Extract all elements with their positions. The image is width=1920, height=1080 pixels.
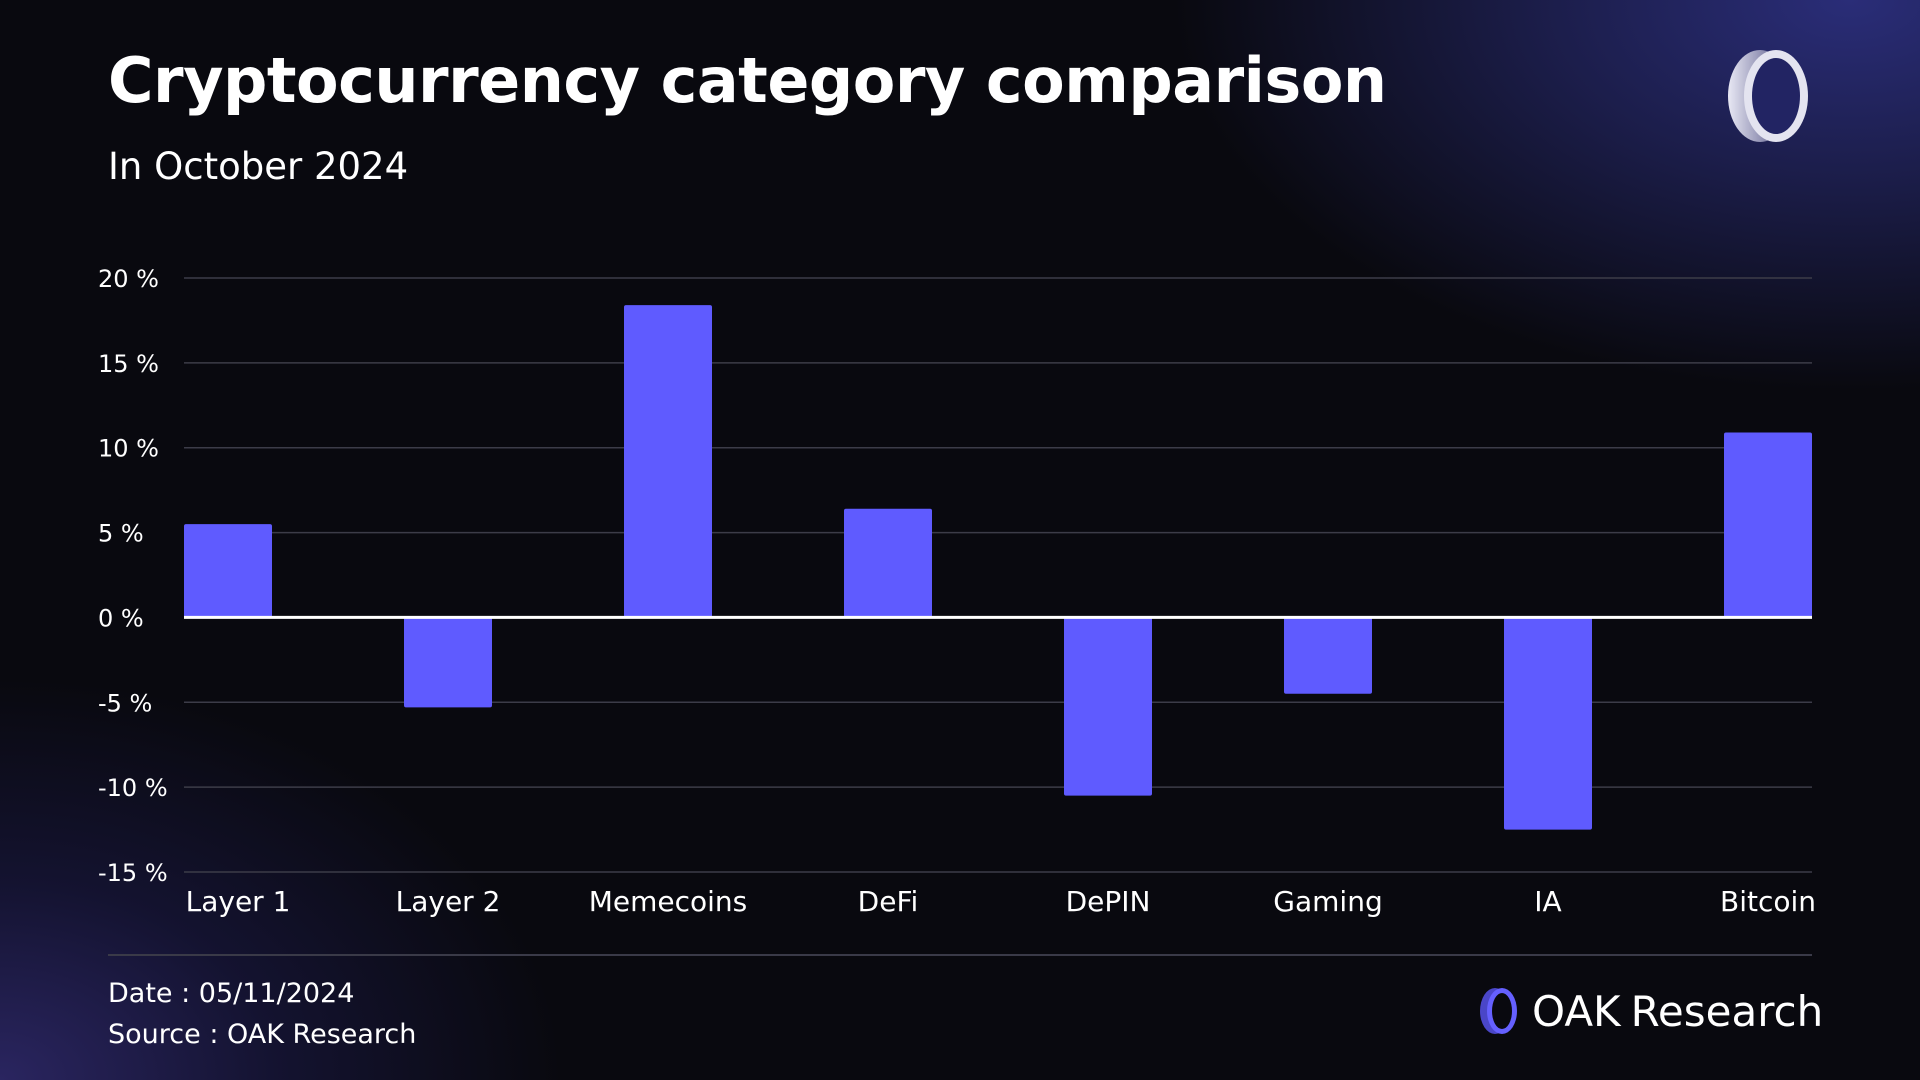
bar-layer-1	[184, 524, 272, 618]
brand-name: OAK Research	[1532, 987, 1823, 1036]
y-tick-label: 15 %	[98, 350, 159, 378]
brand-strong: OAK	[1532, 986, 1621, 1036]
brand-logo: OAK Research	[1478, 986, 1823, 1036]
footer-divider	[108, 954, 1812, 956]
y-tick-label: 5 %	[98, 520, 144, 548]
x-tick-label: Layer 1	[186, 885, 291, 918]
y-tick-label: -10 %	[98, 774, 168, 802]
bar-memecoins	[624, 305, 712, 618]
x-tick-label: IA	[1534, 885, 1561, 918]
x-tick-label: DeFi	[858, 885, 919, 918]
date-label: Date : 05/11/2024	[108, 978, 355, 1009]
y-tick-label: 20 %	[98, 265, 159, 293]
source-label: Source : OAK Research	[108, 1019, 417, 1050]
y-tick-label: 0 %	[98, 604, 144, 632]
x-tick-label: Gaming	[1273, 885, 1382, 918]
x-tick-label: Memecoins	[589, 885, 748, 918]
bar-depin	[1064, 617, 1152, 796]
bar-defi	[844, 508, 932, 618]
chart-subtitle: In October 2024	[108, 145, 409, 188]
x-tick-label: DePIN	[1066, 885, 1151, 918]
chart-title: Cryptocurrency category comparison	[108, 44, 1387, 117]
y-tick-label: 10 %	[98, 435, 159, 463]
oak-ring-icon	[1480, 988, 1517, 1034]
bar-gaming	[1284, 617, 1372, 694]
brand-rest: Research	[1630, 986, 1824, 1036]
bar-layer-2	[404, 617, 492, 708]
x-tick-label: Bitcoin	[1720, 885, 1816, 918]
y-tick-label: -15 %	[98, 859, 168, 887]
x-tick-label: Layer 2	[396, 885, 501, 918]
oak-logo-icon	[1728, 50, 1808, 142]
y-tick-label: -5 %	[98, 689, 152, 717]
bar-ia	[1504, 617, 1592, 830]
bar-bitcoin	[1724, 432, 1812, 618]
